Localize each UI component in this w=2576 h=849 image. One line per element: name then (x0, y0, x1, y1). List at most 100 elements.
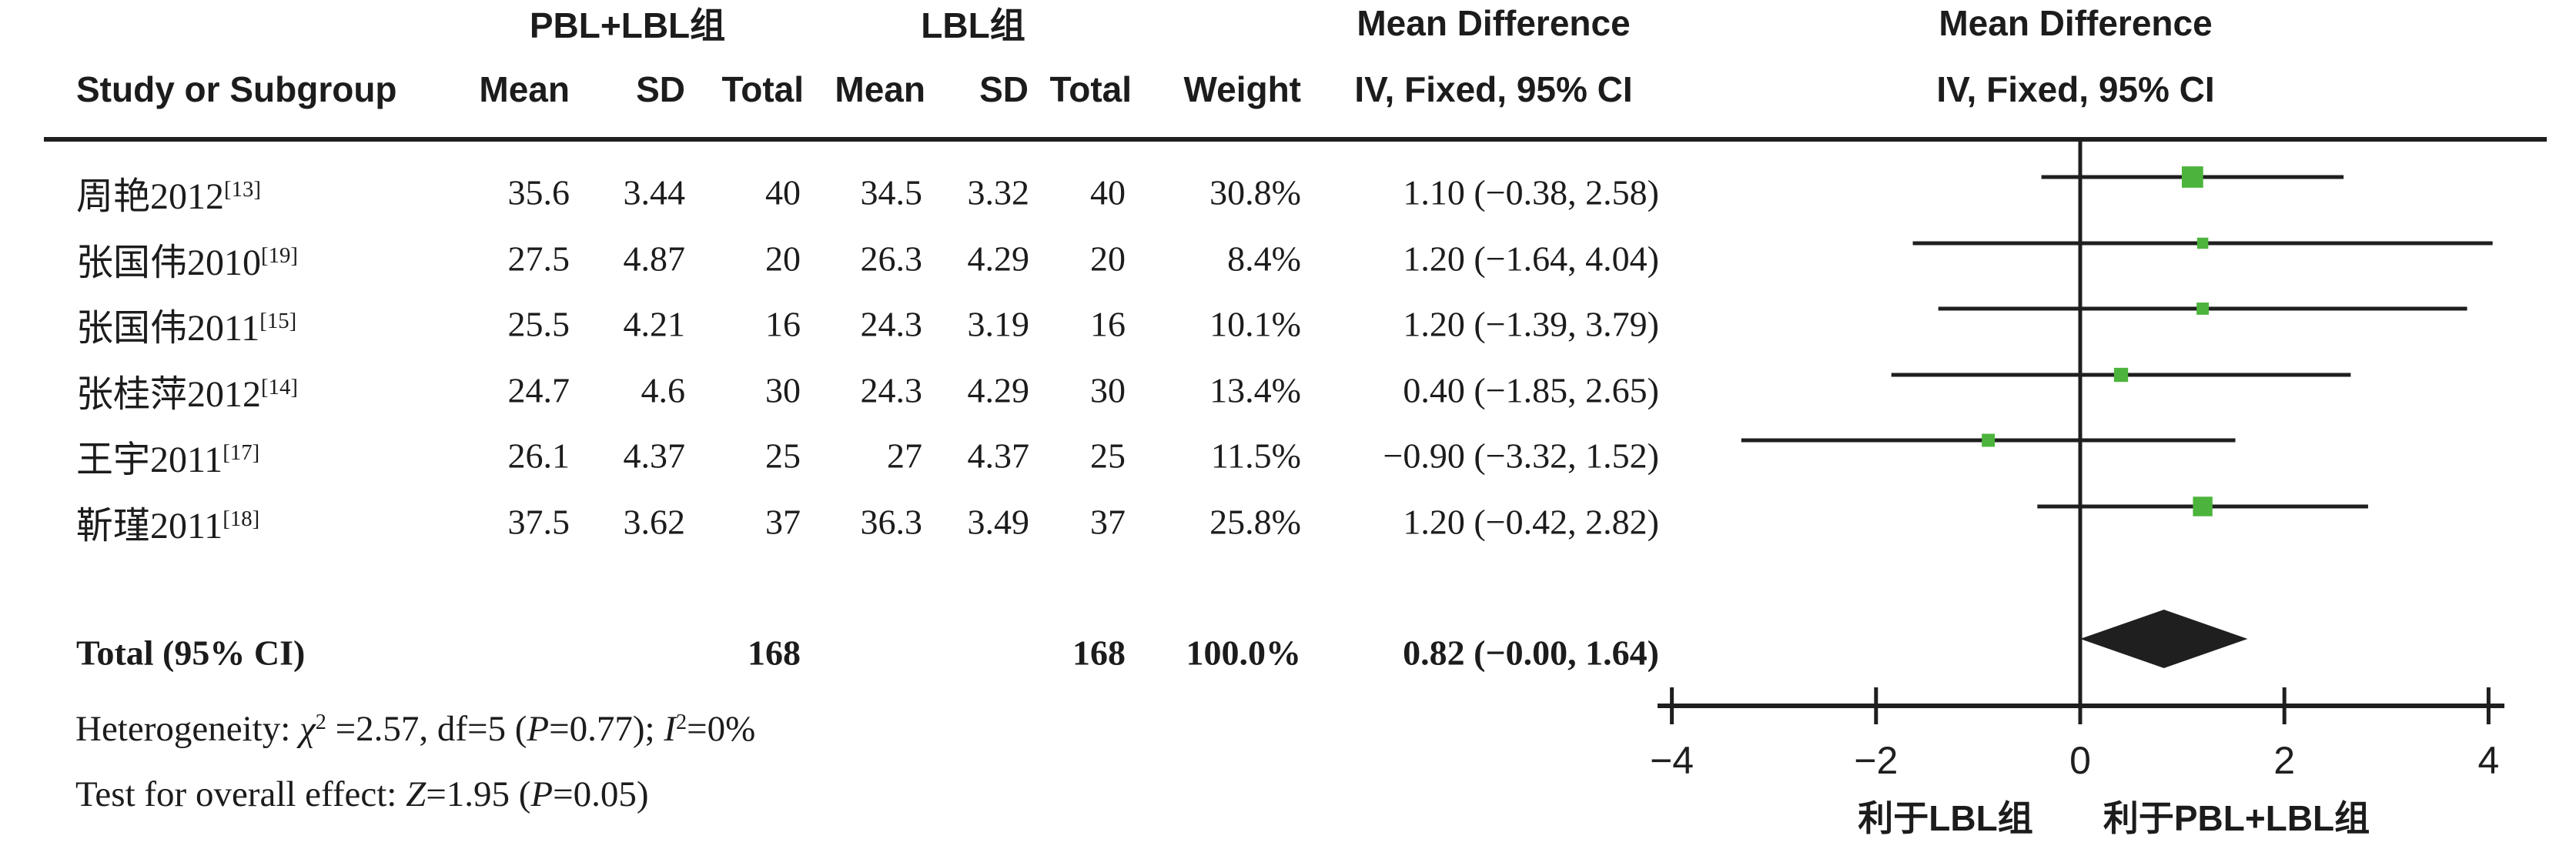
subheader-ci-method-plot: IV, Fixed, 95% CI (1936, 69, 2215, 109)
header-mean-difference-table: Mean Difference (1357, 3, 1631, 43)
cell-weight: 30.8% (1209, 172, 1301, 212)
cell-mean-exp: 35.6 (507, 172, 570, 212)
axis-label-favours-experimental: 利于PBL+LBL组 (2103, 798, 2370, 838)
cell-n-exp: 20 (765, 239, 801, 279)
study-name-text: 靳瑾2011 (76, 506, 223, 547)
cell-sd-exp: 3.44 (623, 172, 686, 212)
study-ref-sup: [19] (261, 243, 298, 269)
cell-n-exp: 16 (765, 304, 801, 344)
total-n-ctrl: 168 (1072, 633, 1126, 673)
cell-study-name: 王宇2011[17] (76, 429, 259, 483)
stats-text-segment: =0.05) (553, 774, 649, 814)
stats-text-segment: 2 (315, 710, 326, 734)
study-ref-sup: [14] (261, 375, 298, 400)
cell-weight: 11.5% (1210, 436, 1301, 476)
cell-mean-ctrl: 24.3 (860, 304, 923, 344)
tick-label: 0 (2069, 739, 2091, 782)
cell-ci-text: 0.40 (−1.85, 2.65) (1403, 370, 1659, 410)
overall-effect-line: Test for overall effect: Z=1.95 (P=0.05) (75, 774, 649, 815)
study-ref-sup: [18] (222, 506, 260, 532)
heterogeneity-line: Heterogeneity: χ2 =2.57, df=5 (P=0.77); … (75, 708, 755, 750)
cell-study-name: 周艳2012[13] (76, 165, 261, 219)
header-experimental-group: PBL+LBL组 (529, 5, 726, 45)
axis-label-favours-control: 利于LBL组 (1858, 798, 2033, 838)
cell-sd-ctrl: 4.29 (967, 239, 1030, 279)
stats-text-segment: Test for overall effect: (75, 774, 406, 814)
cell-mean-ctrl: 34.5 (860, 172, 923, 212)
cell-weight: 8.4% (1227, 239, 1301, 279)
stats-text-segment: =0% (687, 709, 756, 749)
subheader-sd-exp: SD (636, 69, 685, 109)
effect-square (1982, 433, 1996, 447)
tick-label: −2 (1854, 739, 1898, 782)
stats-text-segment: P (530, 774, 554, 814)
stats-text-segment: =1.95 ( (426, 774, 531, 814)
total-ci-text: 0.82 (−0.00, 1.64) (1403, 633, 1659, 673)
cell-sd-ctrl: 3.19 (967, 304, 1030, 344)
cell-n-exp: 30 (765, 370, 801, 410)
subheader-study: Study or Subgroup (76, 69, 397, 109)
study-ref-sup: [13] (224, 177, 261, 202)
cell-sd-ctrl: 4.37 (967, 436, 1030, 476)
total-weight: 100.0% (1186, 633, 1302, 673)
effect-square (2196, 302, 2210, 315)
cell-n-ctrl: 40 (1090, 172, 1126, 212)
stats-text-segment: I (664, 709, 676, 749)
cell-study-name: 张国伟2011[15] (76, 297, 296, 351)
cell-sd-exp: 4.87 (623, 239, 686, 279)
cell-mean-exp: 37.5 (507, 502, 570, 542)
cell-mean-ctrl: 26.3 (860, 239, 923, 279)
cell-mean-ctrl: 24.3 (860, 370, 923, 410)
cell-mean-ctrl: 36.3 (860, 502, 923, 542)
header-control-group: LBL组 (921, 5, 1025, 45)
effect-square (2181, 166, 2203, 188)
stats-text-segment: Z (406, 774, 427, 814)
study-ref-sup: [17] (222, 440, 260, 466)
cell-sd-ctrl: 4.29 (967, 370, 1030, 410)
cell-n-ctrl: 25 (1090, 436, 1126, 476)
study-name-text: 张国伟2011 (76, 308, 260, 349)
stats-text-segment: 2 (675, 710, 687, 734)
subheader-total-ctrl: Total (1049, 69, 1132, 109)
cell-n-ctrl: 37 (1090, 502, 1126, 542)
cell-weight: 13.4% (1209, 370, 1301, 410)
study-ref-sup: [15] (259, 309, 297, 334)
subheader-weight: Weight (1183, 69, 1301, 109)
stats-text-segment: Heterogeneity: (75, 709, 300, 749)
total-label: Total (95% CI) (76, 633, 306, 673)
effect-square (2113, 367, 2129, 383)
cell-sd-exp: 4.6 (641, 370, 686, 410)
cell-ci-text: 1.20 (−1.64, 4.04) (1403, 239, 1659, 279)
cell-ci-text: 1.10 (−0.38, 2.58) (1403, 172, 1659, 212)
tick-label: 4 (2477, 739, 2499, 782)
cell-ci-text: 1.20 (−1.39, 3.79) (1403, 304, 1659, 344)
stats-text-segment: χ (299, 709, 316, 749)
summary-diamond (2080, 610, 2248, 668)
cell-weight: 25.8% (1209, 502, 1301, 542)
cell-n-ctrl: 30 (1090, 370, 1126, 410)
cell-n-ctrl: 20 (1090, 239, 1126, 279)
stats-text-segment: P (527, 709, 550, 749)
cell-n-exp: 37 (765, 502, 801, 542)
cell-sd-ctrl: 3.32 (967, 172, 1030, 212)
subheader-mean-ctrl: Mean (835, 69, 925, 109)
study-name-text: 张国伟2010 (76, 242, 262, 283)
total-n-exp: 168 (748, 633, 801, 673)
cell-ci-text: 1.20 (−0.42, 2.82) (1403, 502, 1659, 542)
cell-study-name: 靳瑾2011[18] (76, 495, 259, 549)
cell-sd-ctrl: 3.49 (967, 502, 1030, 542)
subheader-total-exp: Total (721, 69, 804, 109)
cell-study-name: 张桂萍2012[14] (76, 363, 298, 417)
study-name-text: 王宇2011 (76, 440, 223, 480)
study-name-text: 张桂萍2012 (76, 374, 262, 415)
study-name-text: 周艳2012 (76, 176, 225, 217)
cell-n-exp: 40 (765, 172, 801, 212)
cell-n-ctrl: 16 (1090, 304, 1126, 344)
cell-mean-exp: 24.7 (507, 370, 570, 410)
stats-text-segment: =2.57, df=5 ( (326, 709, 527, 749)
cell-weight: 10.1% (1209, 304, 1301, 344)
cell-mean-ctrl: 27 (887, 436, 922, 476)
tick-label: 2 (2273, 739, 2295, 782)
